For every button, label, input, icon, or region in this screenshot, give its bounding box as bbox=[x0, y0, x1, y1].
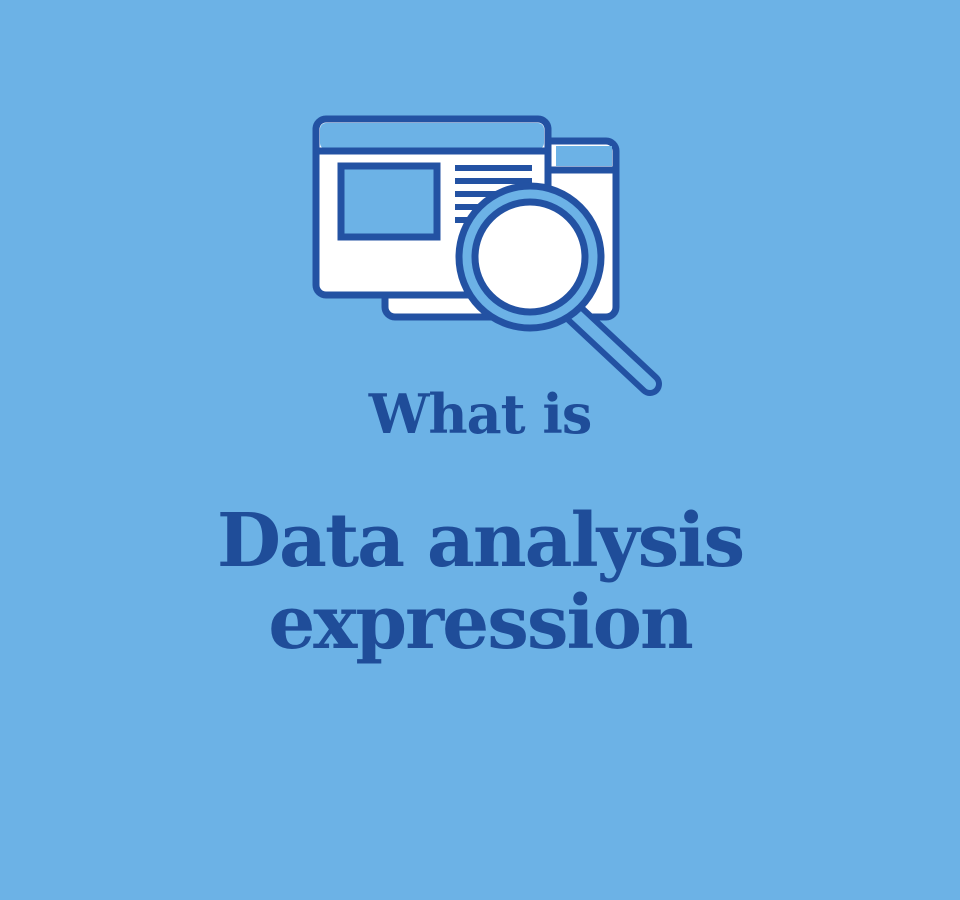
kicker-text: What is bbox=[368, 382, 593, 446]
document-search-icon bbox=[312, 115, 662, 396]
page-title: Data analysis expression bbox=[0, 500, 960, 664]
front-window-icon bbox=[312, 115, 552, 299]
title-line-2: expression bbox=[268, 580, 694, 666]
title-line-1: Data analysis bbox=[216, 498, 745, 584]
magnifier-icon bbox=[455, 182, 662, 396]
